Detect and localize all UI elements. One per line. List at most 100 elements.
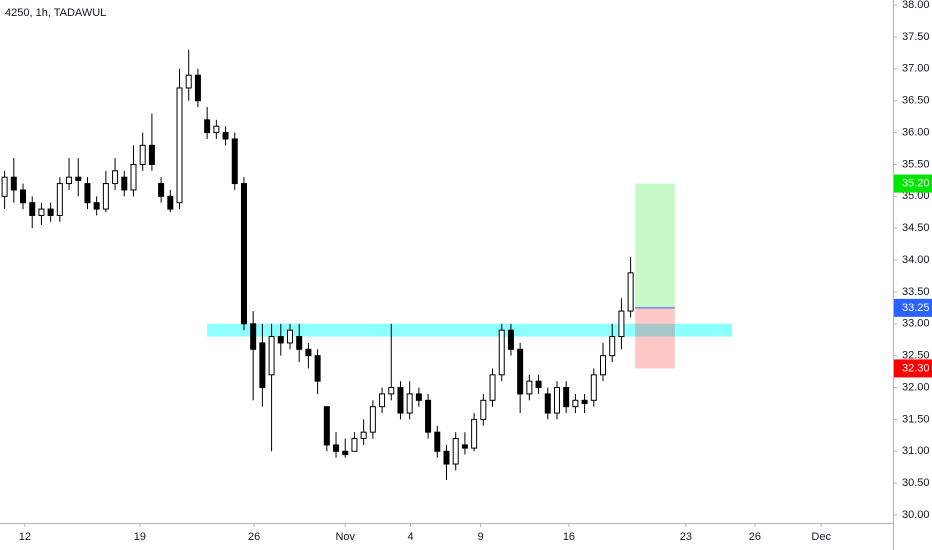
x-tick-label: 12: [19, 531, 31, 543]
candle-body: [333, 444, 340, 452]
candle-body: [314, 355, 321, 382]
candle-body: [305, 348, 312, 357]
candle-body: [388, 387, 395, 395]
y-tick-label: 33.50: [902, 286, 930, 298]
candle-body: [507, 329, 514, 350]
candle-body: [627, 272, 634, 312]
candle-body: [47, 208, 54, 216]
candle-body: [544, 393, 551, 414]
candle-body: [443, 450, 450, 465]
stop-price-label: 32.30: [902, 362, 930, 374]
stop-box: [635, 307, 675, 369]
candle-body: [342, 450, 349, 455]
candle-body: [240, 183, 247, 325]
y-tick-label: 33.00: [902, 318, 930, 330]
candle-body: [268, 336, 275, 376]
candle-body: [66, 176, 73, 185]
candle-body: [296, 336, 303, 350]
candle-body: [10, 176, 17, 191]
candle-body: [213, 125, 220, 134]
y-tick-label: 30.50: [902, 477, 930, 489]
x-tick-label: 26: [749, 531, 761, 543]
candle-body: [600, 355, 607, 376]
candle-body: [563, 387, 570, 408]
x-tick-label: 19: [134, 531, 146, 543]
candle-body: [84, 183, 91, 204]
candle-body: [250, 323, 257, 350]
support-zone: [207, 323, 732, 337]
candle-body: [553, 387, 560, 414]
candle-body: [38, 208, 45, 216]
y-tick-label: 31.00: [902, 445, 930, 457]
x-tick-label: Nov: [335, 531, 355, 543]
candle-body: [360, 431, 367, 440]
candle-body: [471, 418, 478, 449]
candle-body: [93, 202, 100, 210]
candle-body: [148, 144, 155, 165]
candle-body: [415, 393, 422, 401]
x-tick-label: 4: [408, 531, 414, 543]
candle-body: [581, 399, 588, 404]
y-tick-label: 31.50: [902, 413, 930, 425]
candle-body: [572, 399, 579, 408]
candle-body: [75, 176, 82, 181]
candle-body: [480, 399, 487, 420]
target-price-label: 35.20: [902, 177, 930, 189]
y-tick-label: 37.50: [902, 31, 930, 43]
candle-body: [20, 189, 27, 204]
candle-body: [618, 310, 625, 338]
x-tick-label: 16: [563, 531, 575, 543]
candle-body: [526, 380, 533, 395]
candle-body: [609, 336, 616, 357]
candle-body: [259, 342, 266, 389]
candle-body: [406, 393, 413, 414]
entry-price-box: [894, 298, 932, 317]
candle-body: [29, 202, 36, 216]
candle-body: [139, 144, 146, 165]
y-tick-label: 30.00: [902, 509, 930, 521]
y-tick-label: 36.50: [902, 95, 930, 107]
target-price-box: [894, 174, 932, 193]
y-tick-label: 35.50: [902, 158, 930, 170]
y-tick-label: 38.00: [902, 0, 930, 11]
candle-body: [535, 380, 542, 389]
candle-body: [461, 444, 468, 449]
candle-body: [102, 183, 109, 210]
candle-body: [489, 374, 496, 401]
y-tick-label: 37.00: [902, 63, 930, 75]
candle-body: [369, 406, 376, 433]
candle-body: [397, 387, 404, 414]
target-box: [635, 183, 675, 308]
candle-body: [379, 393, 386, 408]
stop-price-box: [894, 359, 932, 378]
chart-title: 4250, 1h, TADAWUL: [5, 7, 106, 19]
y-tick-label: 32.50: [902, 350, 930, 362]
candle-body: [56, 183, 63, 216]
x-tick-label: 9: [478, 531, 484, 543]
candle-body: [517, 348, 524, 395]
candle-body: [121, 176, 128, 191]
candle-body: [194, 74, 201, 102]
candle-body: [1, 176, 8, 197]
candle-body: [222, 132, 229, 140]
y-tick-label: 36.00: [902, 126, 930, 138]
x-tick-label: 23: [680, 531, 692, 543]
candle-body: [158, 183, 165, 197]
candle-body: [434, 431, 441, 452]
y-tick-label: 32.00: [902, 381, 930, 393]
candle-body: [130, 163, 137, 191]
y-tick-label: 35.00: [902, 190, 930, 202]
candle-body: [277, 336, 284, 344]
candle-body: [204, 119, 211, 134]
candle-body: [425, 399, 432, 433]
candle-body: [176, 87, 183, 204]
candle-body: [167, 195, 174, 210]
candle-body: [590, 374, 597, 401]
entry-price-label: 33.25: [902, 302, 930, 314]
candle-body: [286, 329, 293, 344]
x-tick-label: 26: [248, 531, 260, 543]
candle-body: [351, 438, 358, 452]
x-tick-label: Dec: [811, 531, 831, 543]
